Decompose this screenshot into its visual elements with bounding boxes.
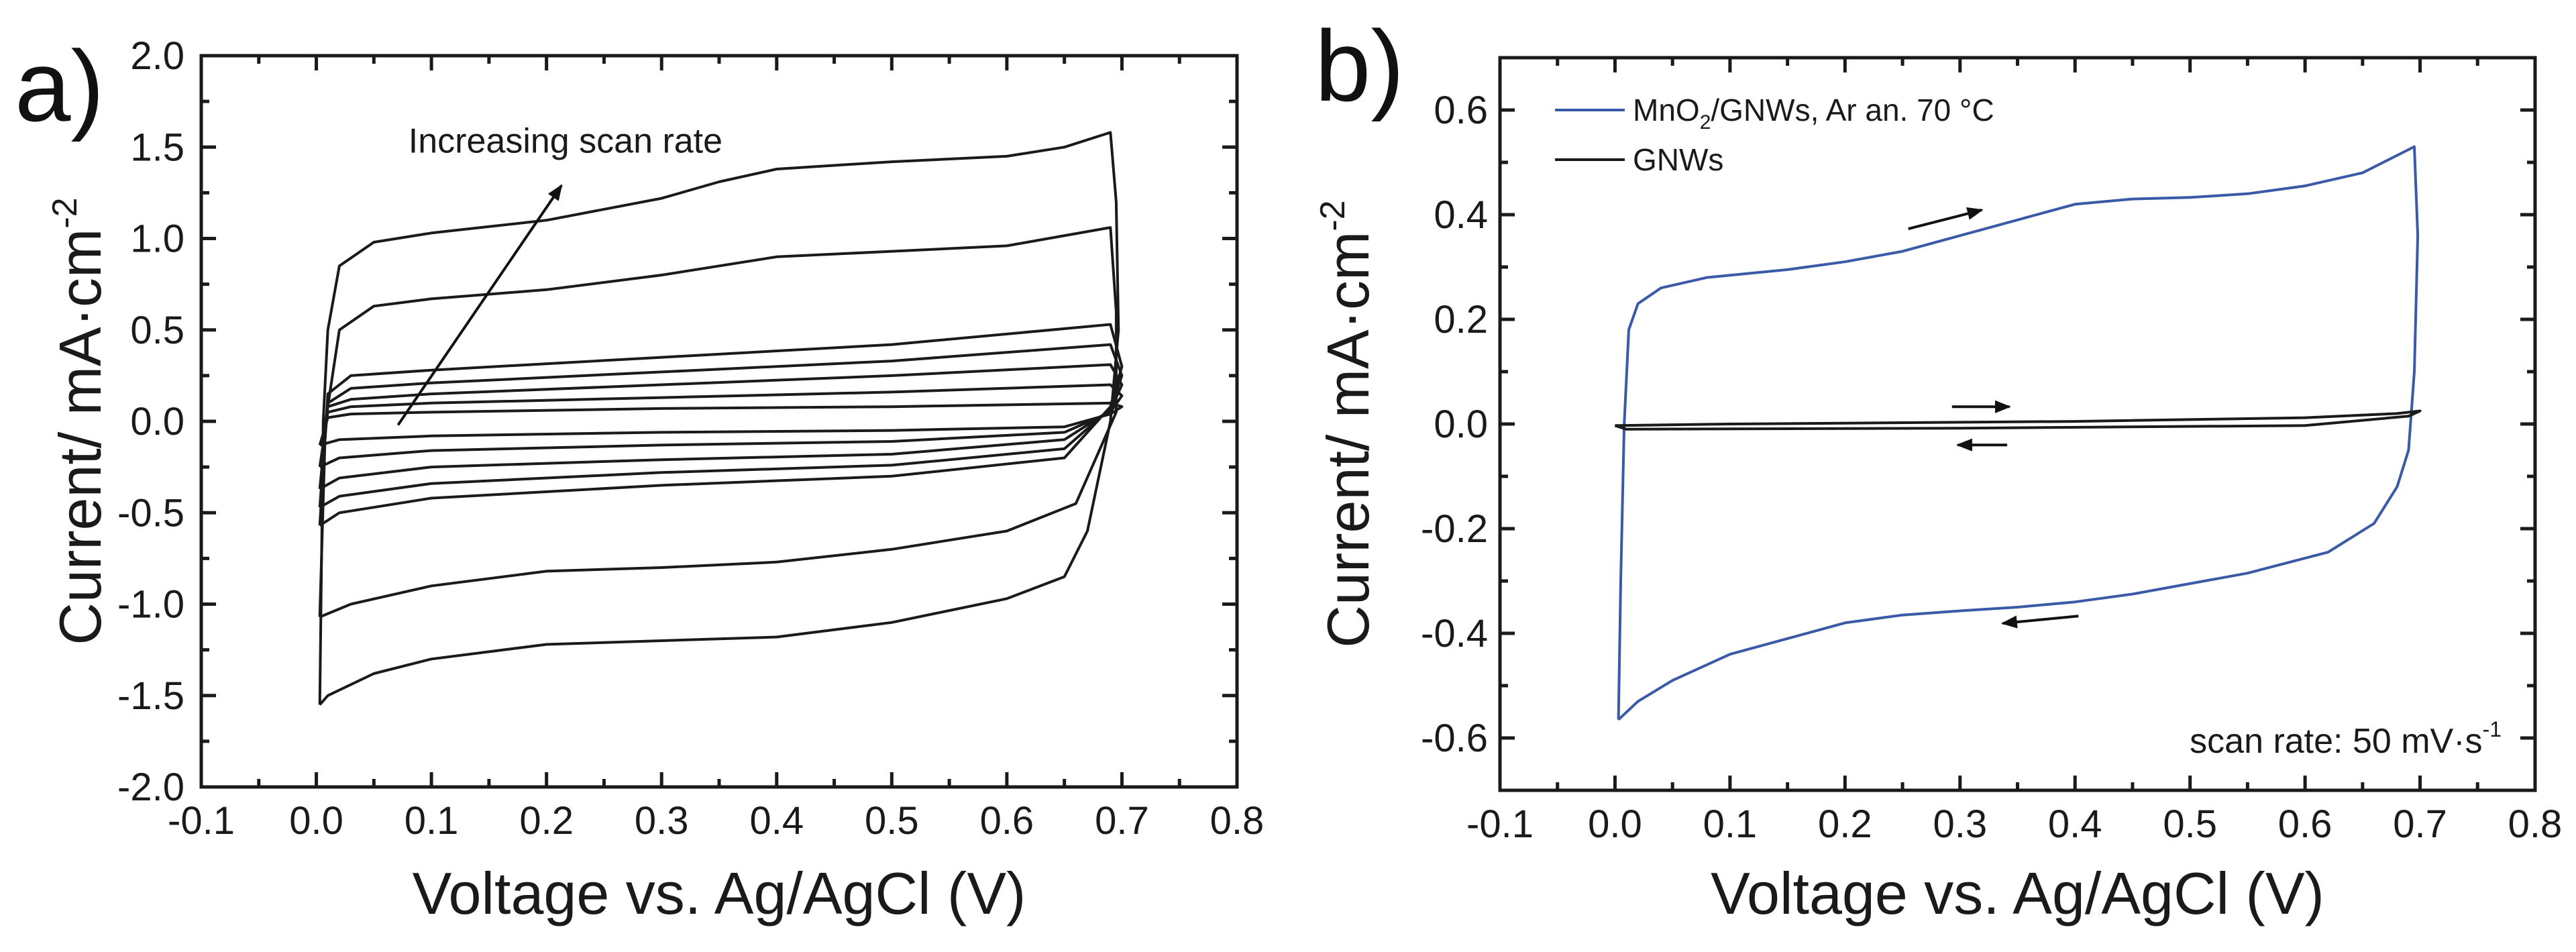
series-line-gnws	[1614, 409, 2422, 431]
y-axis-label: Current/ mA·cm-2	[46, 197, 113, 645]
series-line-scan-4	[318, 343, 1124, 509]
legend-text: /GNWs, Ar an. 70 °C	[1711, 93, 1994, 127]
x-tick-label: 0.4	[749, 799, 804, 843]
series-line-scan-5	[318, 323, 1124, 527]
x-tick-label: 0.4	[2048, 802, 2102, 846]
y-axis-label-text: Current/ mA·cm	[47, 229, 113, 645]
panel-a-cv-scan-rates: -0.1 0.0 0.1 0.2 0.3 0.4 0.5 0.6 0.7 0.8 -2.0 -1.5 -…	[15, 30, 1264, 927]
legend-entry: MnO2/GNWs, Ar an. 70 °C	[1633, 93, 1994, 134]
x-tick-label: 0.1	[405, 799, 459, 843]
y-tick-label: -2.0	[117, 765, 184, 809]
y-tick-label: -0.2	[1421, 507, 1488, 551]
x-tick-label: 0.3	[635, 799, 689, 843]
x-tick-label: 0.5	[2163, 802, 2217, 846]
scan-direction-arrow	[2000, 615, 2079, 629]
x-tick-label: 0.2	[1818, 802, 1872, 846]
y-tick-label: 0.0	[1434, 403, 1488, 446]
legend-entry: GNWs	[1633, 142, 1723, 177]
y-axis-label-superscript: -2	[1313, 200, 1352, 231]
y-tick-label: 0.2	[1434, 298, 1488, 341]
scan-rate-note: scan rate: 50 mV·s-1	[2190, 717, 2502, 761]
scan-rate-arrow	[396, 184, 563, 426]
y-tick-label: -0.6	[1421, 717, 1488, 760]
panel-label: a)	[15, 30, 104, 142]
x-tick-label: 0.0	[1588, 802, 1642, 846]
x-tick-label: 0.3	[1933, 802, 1987, 846]
legend-text: GNWs	[1633, 142, 1723, 177]
series-line-scan-7	[318, 131, 1120, 706]
x-tick-label: 0.7	[2393, 802, 2447, 846]
series-line-scan-3	[318, 363, 1124, 490]
y-tick-label: -1.0	[117, 583, 184, 627]
y-tick-label: 1.0	[130, 217, 184, 261]
series-line-scan-2	[318, 383, 1124, 468]
panel-label: b)	[1315, 9, 1404, 122]
y-tick-label: 0.6	[1434, 89, 1488, 132]
x-tick-label: 0.6	[980, 799, 1034, 843]
series-line-mno2-gnws-ar-an-70-c	[1617, 145, 2420, 721]
x-tick-label: 0.0	[289, 799, 343, 843]
scan-rate-superscript: -1	[2483, 717, 2502, 741]
x-tick-label: 0.5	[865, 799, 919, 843]
y-tick-label: -0.4	[1421, 612, 1488, 655]
x-axis-label: Voltage vs. Ag/AgCl (V)	[1711, 860, 2324, 927]
x-tick-label: -0.1	[1466, 802, 1534, 846]
x-tick-label: 0.2	[519, 799, 574, 843]
series-line-scan-6	[318, 226, 1118, 619]
y-tick-label: 1.5	[130, 125, 184, 169]
y-axis-label: Current/ mA·cm-2	[1313, 200, 1381, 647]
x-tick-label: 0.8	[2508, 802, 2563, 846]
panel-b-cv-comparison: -0.1 0.0 0.1 0.2 0.3 0.4 0.5 0.6 0.7 0.8 -0.6 -0.4 -…	[1313, 9, 2562, 927]
y-axis-label-text: Current/ mA·cm	[1315, 231, 1381, 648]
x-axis-label: Voltage vs. Ag/AgCl (V)	[413, 860, 1026, 927]
x-tick-label: 0.8	[1210, 799, 1265, 843]
x-tick-label: -0.1	[168, 799, 235, 843]
y-tick-label: 0.5	[130, 309, 184, 352]
y-axis-label-superscript: -2	[46, 197, 85, 228]
scan-rate-text: scan rate: 50 mV·s	[2190, 722, 2482, 761]
y-tick-label: 2.0	[130, 34, 184, 78]
x-tick-label: 0.1	[1703, 802, 1758, 846]
x-tick-label: 0.6	[2278, 802, 2332, 846]
scan-direction-arrow	[1908, 207, 1984, 230]
series-line-scan-1	[318, 401, 1124, 447]
y-tick-label: -1.5	[117, 674, 184, 718]
y-tick-label: 0.0	[130, 400, 184, 443]
legend-text: MnO	[1633, 93, 1700, 127]
y-tick-label: 0.4	[1434, 193, 1488, 237]
annotation-text: Increasing scan rate	[409, 121, 722, 160]
y-tick-label: -0.5	[117, 491, 184, 535]
x-tick-label: 0.7	[1095, 799, 1149, 843]
legend-subscript: 2	[1700, 111, 1711, 134]
